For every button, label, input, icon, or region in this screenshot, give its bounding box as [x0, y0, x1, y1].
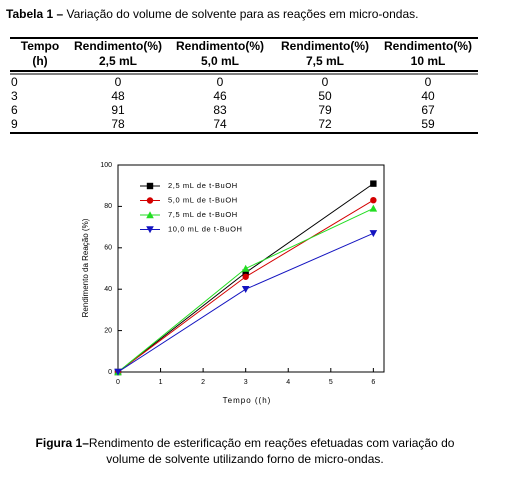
x-tick-label: 5 [329, 379, 333, 386]
header-cell: Rendimento(%) [384, 39, 472, 53]
y-tick-label: 80 [104, 203, 112, 210]
legend-marker [146, 226, 154, 234]
marker [241, 264, 250, 272]
header-cell: (h) [32, 54, 47, 68]
table-cell: 83 [213, 103, 227, 117]
header-cell: Rendimento(%) [176, 39, 264, 53]
header-cell: 10 mL [411, 54, 446, 68]
legend-marker [146, 182, 154, 190]
figure-label: Figura 1– [36, 436, 90, 450]
table-cell: 0 [217, 75, 224, 89]
x-tick-label: 0 [116, 379, 120, 386]
marker [241, 286, 250, 293]
x-axis-label: Tempo ((h) [223, 396, 272, 405]
header-cell: Rendimento(%) [74, 39, 162, 53]
legend-label: 5,0 mL de t-BuOH [168, 195, 238, 204]
y-tick-label: 0 [108, 369, 112, 376]
table-cell: 0 [425, 75, 432, 89]
table-cell: 0 [11, 75, 18, 89]
y-tick-label: 60 [104, 245, 112, 252]
y-tick-label: 40 [104, 286, 112, 293]
table-cell: 9 [11, 117, 18, 131]
marker [114, 368, 122, 376]
marker [370, 180, 377, 187]
caption-line: volume de solvente utilizando forno de m… [106, 452, 384, 466]
header-cell: 2,5 mL [99, 54, 137, 68]
table-cell: 67 [421, 103, 435, 117]
x-tick-label: 3 [244, 379, 248, 386]
marker [242, 269, 249, 276]
legend-label: 10,0 mL de t-BuOH [168, 224, 243, 233]
table-cell: 3 [11, 89, 18, 103]
x-tick-label: 4 [286, 379, 290, 386]
table-cell: 59 [421, 117, 435, 131]
x-tick-label: 1 [159, 379, 163, 386]
table-cell: 0 [115, 75, 122, 89]
marker [369, 204, 378, 212]
table-cell: 78 [111, 117, 125, 131]
table-cell: 46 [213, 89, 227, 103]
header-cell: Tempo [21, 39, 59, 53]
legend-marker [146, 211, 154, 219]
caption-text: Variação do volume de solvente para as r… [66, 7, 418, 21]
table-cell: 0 [322, 75, 329, 89]
table-cell: 91 [111, 103, 125, 117]
series-line [117, 232, 374, 373]
plot-frame [117, 164, 385, 373]
table-cell: 72 [318, 117, 332, 131]
caption-line: Rendimento de esterificação em reações e… [89, 436, 455, 450]
x-tick-label: 6 [371, 379, 375, 386]
table-caption: Tabela 1 – Variação do volume de solvent… [6, 7, 418, 21]
table-cell: 40 [421, 89, 435, 103]
header-cell: 5,0 mL [201, 54, 239, 68]
marker [370, 196, 377, 204]
marker [369, 230, 378, 238]
table-cell: 79 [318, 103, 332, 117]
marker [242, 273, 249, 280]
table-cell: 74 [213, 117, 227, 131]
legend-label: 7,5 mL de t-BuOH [168, 210, 238, 219]
table-cell: 6 [11, 103, 18, 117]
table-cell: 48 [111, 89, 125, 103]
header-cell: 7,5 mL [306, 54, 344, 68]
y-axis-label: Rendimento da Reação (%) [81, 218, 90, 317]
x-tick-label: 2 [201, 379, 205, 386]
legend-label: 2,5 mL de t-BuOH [168, 181, 238, 190]
y-tick-label: 100 [100, 162, 112, 169]
table-cell: 50 [318, 89, 332, 103]
header-cell: Rendimento(%) [281, 39, 369, 53]
figure-caption: Figura 1–Rendimento de esterificação em … [36, 436, 455, 450]
caption-label: Tabela 1 – [6, 7, 63, 21]
legend-marker [146, 197, 154, 204]
y-tick-label: 20 [104, 327, 112, 334]
